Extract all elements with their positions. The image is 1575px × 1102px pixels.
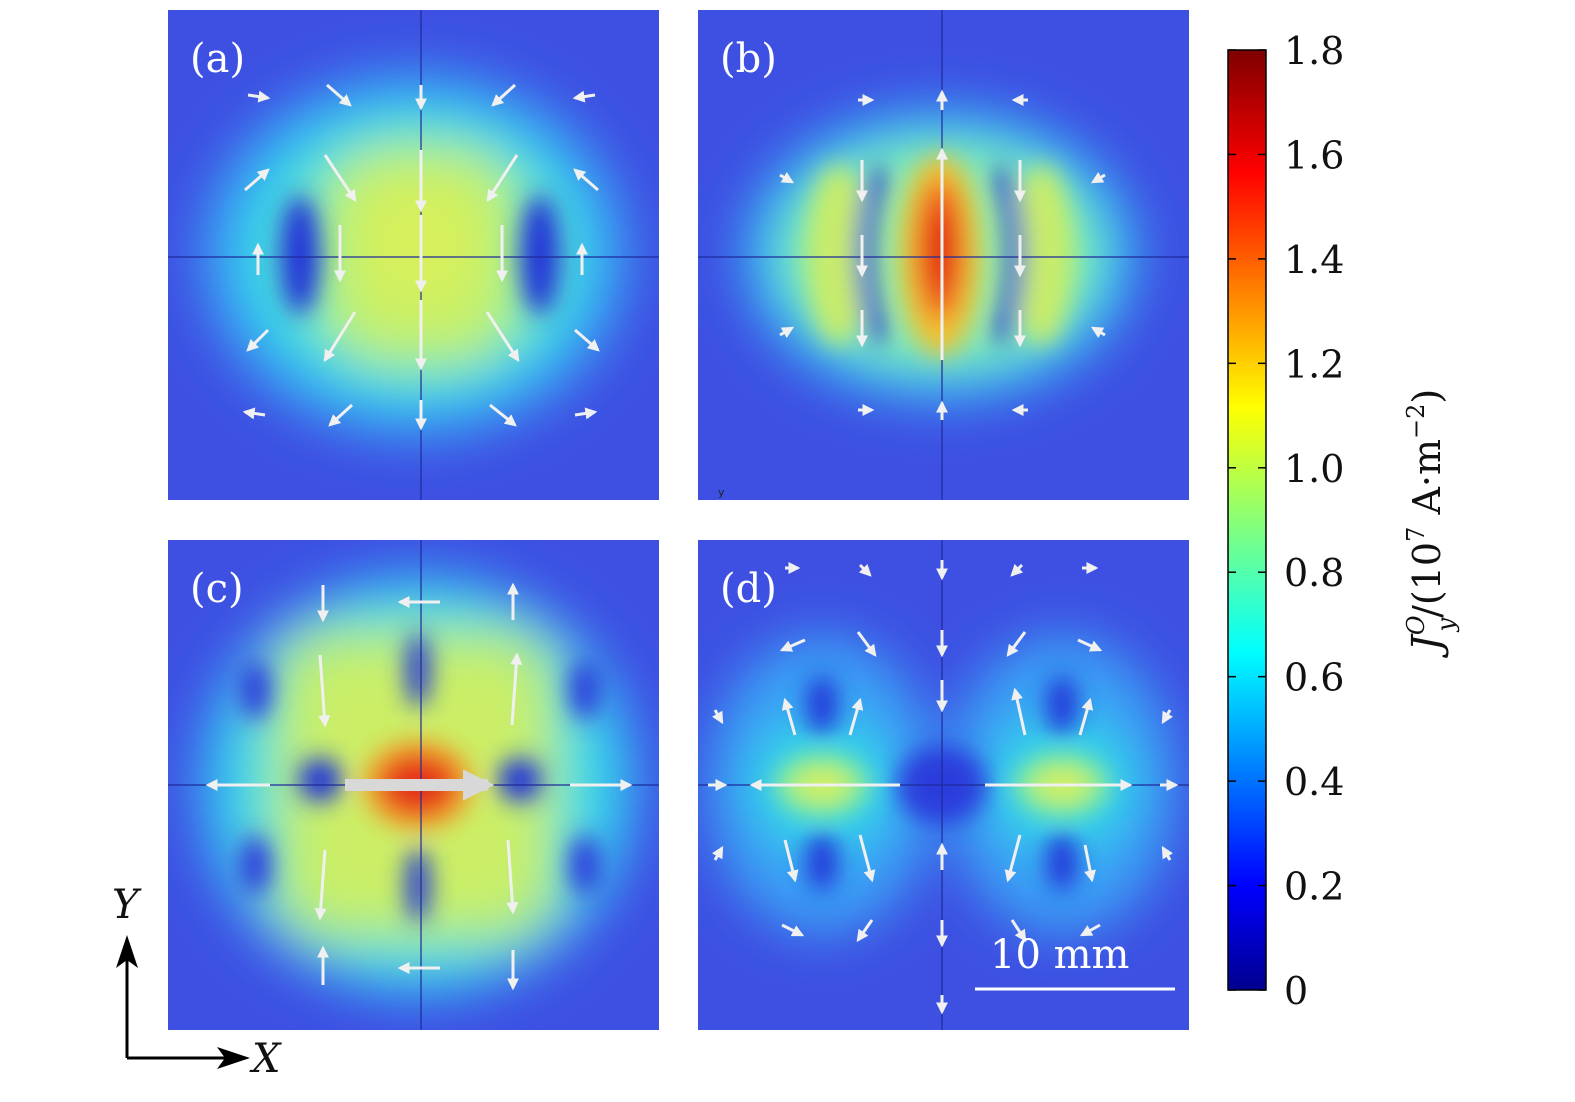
- colorbar-tick-label: 1.0: [1284, 447, 1344, 491]
- colorbar-tick-label: 0.2: [1284, 865, 1344, 909]
- scale-bar-label: 10 mm: [990, 932, 1129, 978]
- colorbar: 0 0.2 0.4 0.6 0.8 1.0 1.2 1.4 1.6 1.8 JOy/(107 A·…: [1227, 29, 1460, 1013]
- panel-b: y (b): [698, 10, 1189, 500]
- colorbar-tick-label: 0.6: [1284, 656, 1344, 700]
- panel-a: (a): [168, 10, 659, 500]
- panel-b-label: (b): [720, 36, 777, 82]
- colorbar-tick-label: 0: [1284, 969, 1308, 1013]
- panel-c-label: (c): [190, 566, 244, 612]
- colorbar-tick-label: 0.4: [1284, 760, 1344, 804]
- scale-bar: 10 mm: [975, 932, 1175, 991]
- x-axis-label: X: [249, 1036, 282, 1082]
- vector-field-a: [242, 83, 600, 431]
- colorbar-tick-label: 0.8: [1284, 551, 1344, 595]
- panel-d-label: (d): [720, 566, 777, 612]
- vector-field-d: [708, 560, 1179, 1015]
- axes-indicator: Y X: [112, 882, 282, 1082]
- colorbar-label: JOy/(107 A·m−2): [1402, 389, 1460, 658]
- y-axis-label: Y: [112, 882, 142, 928]
- panel-d: 10 mm (d): [698, 540, 1189, 1030]
- colorbar-tick-label: 1.6: [1284, 133, 1344, 177]
- colorbar-tick-label: 1.2: [1284, 342, 1344, 386]
- colorbar-ticks: 0 0.2 0.4 0.6 0.8 1.0 1.2 1.4 1.6 1.8: [1228, 29, 1344, 1013]
- panel-a-label: (a): [190, 36, 245, 82]
- panel-c: (c): [168, 540, 659, 1030]
- vector-field-b: [779, 89, 1106, 420]
- panel-b-note: y: [718, 486, 725, 499]
- colorbar-gradient: [1227, 49, 1267, 991]
- colorbar-tick-label: 1.8: [1284, 29, 1344, 73]
- colorbar-tick-label: 1.4: [1284, 238, 1344, 282]
- vector-field-c: [205, 582, 633, 991]
